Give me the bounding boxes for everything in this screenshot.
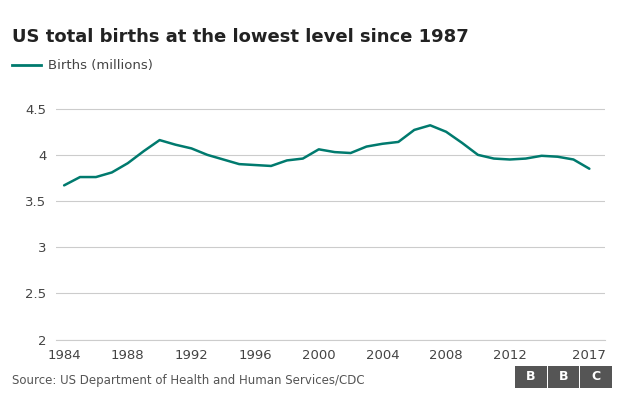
Text: Births (millions): Births (millions) bbox=[48, 59, 153, 71]
Text: B: B bbox=[526, 371, 536, 383]
Text: US total births at the lowest level since 1987: US total births at the lowest level sinc… bbox=[12, 28, 469, 46]
Text: B: B bbox=[558, 371, 568, 383]
Text: Source: US Department of Health and Human Services/CDC: Source: US Department of Health and Huma… bbox=[12, 374, 365, 387]
Text: C: C bbox=[592, 371, 600, 383]
